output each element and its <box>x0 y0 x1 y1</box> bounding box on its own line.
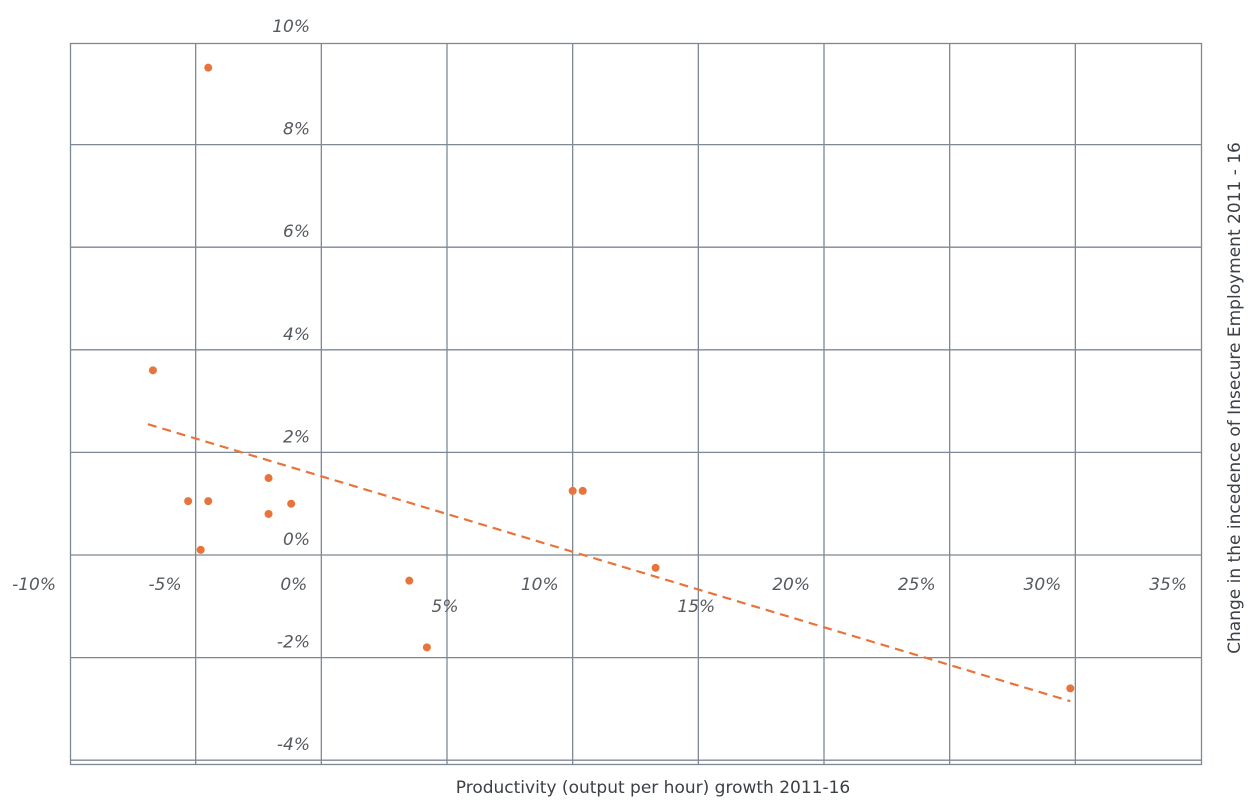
y-tick-label: 10% <box>272 17 310 37</box>
plot-frame <box>69 42 1203 766</box>
data-points <box>148 63 1075 693</box>
x-tick-label: 35% <box>1149 575 1187 595</box>
trend-line <box>147 423 1071 703</box>
grid <box>70 43 1202 765</box>
x-tick-label: 0% <box>280 575 307 595</box>
data-point <box>578 486 587 495</box>
data-point <box>264 474 273 483</box>
y-tick-label: 4% <box>283 325 310 345</box>
x-tick-label: 10% <box>521 575 559 595</box>
y-tick-label: 6% <box>283 222 310 242</box>
y-tick-label: 8% <box>283 120 310 140</box>
y-axis-title: Change in the incedence of Insecure Empl… <box>1225 142 1245 654</box>
data-point <box>196 545 205 554</box>
x-tick-label: 20% <box>772 575 810 595</box>
data-point <box>422 643 431 652</box>
y-tick-label: -2% <box>277 633 310 653</box>
y-tick-label: -4% <box>277 735 310 755</box>
x-tick-label: 5% <box>432 597 459 617</box>
x-tick-label: 30% <box>1024 575 1062 595</box>
data-point <box>405 576 414 585</box>
data-point <box>1066 684 1075 693</box>
y-tick-label: 0% <box>283 530 310 550</box>
x-tick-label: 25% <box>898 575 936 595</box>
y-tick-label: 2% <box>283 427 310 447</box>
data-point <box>204 63 213 72</box>
data-point <box>651 563 660 572</box>
data-point <box>204 497 213 506</box>
data-point <box>287 499 296 508</box>
y-tick-labels: -4% -2% 0% 2% 4% 6% 8% 10% <box>272 17 310 755</box>
data-point <box>264 509 273 518</box>
x-tick-label: -5% <box>149 575 182 595</box>
data-point <box>568 486 577 495</box>
x-tick-labels: -10% -5% 0% 5% 10% 15% 20% 25% 30% 35% <box>12 575 1187 617</box>
x-tick-label: -10% <box>12 575 56 595</box>
data-point <box>148 366 157 375</box>
x-tick-label: 15% <box>677 597 715 617</box>
x-axis-title: Productivity (output per hour) growth 20… <box>456 778 851 798</box>
data-point <box>184 497 193 506</box>
